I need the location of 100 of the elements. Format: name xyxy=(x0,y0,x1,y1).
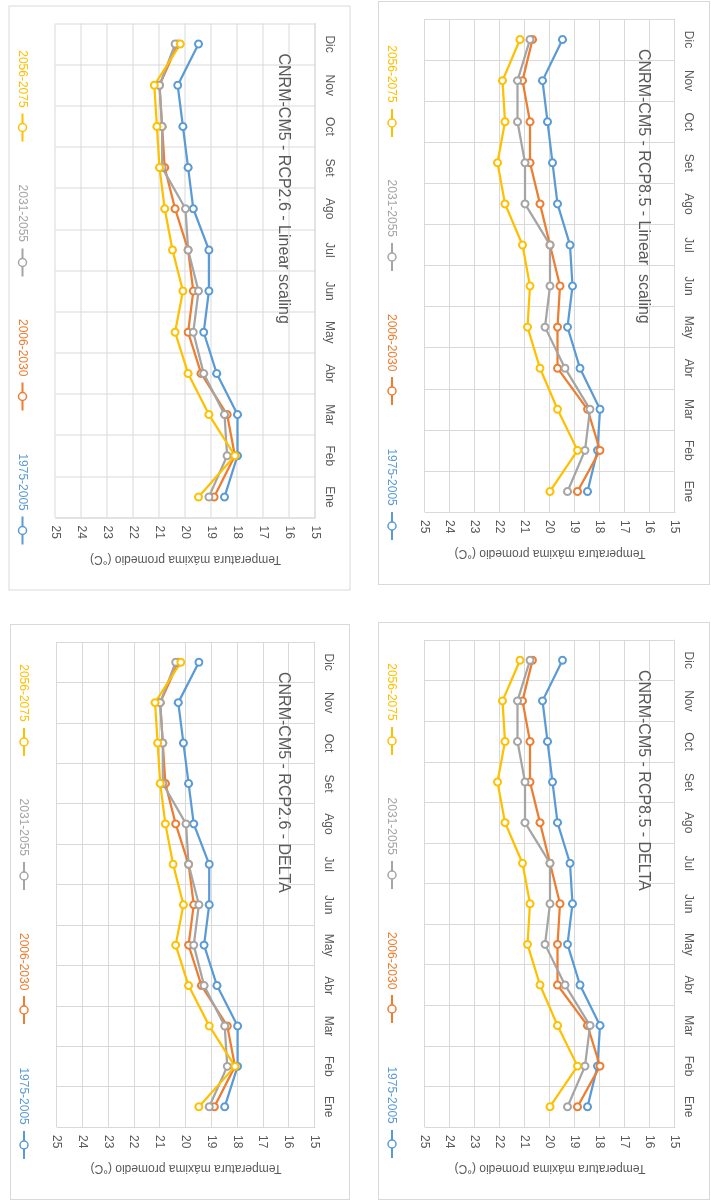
y-tick-label: Abr xyxy=(322,363,336,383)
x-tick-label: 19 xyxy=(568,520,582,534)
text: 2006-2030 xyxy=(385,314,399,372)
x-tick-label: 18 xyxy=(593,1135,607,1149)
x-tick-label: 22 xyxy=(126,525,140,539)
text: 2031-2055 xyxy=(385,797,399,855)
y-tick-label: Nov xyxy=(322,74,336,96)
text: 2006-2030 xyxy=(385,932,399,990)
y-tick-label: Mar xyxy=(322,1015,336,1037)
x-tick-label: 22 xyxy=(493,1135,507,1149)
x-tick-label: 17 xyxy=(618,520,632,534)
y-tick-label: Ene xyxy=(322,485,336,508)
y-tick-label: Oct xyxy=(682,732,696,752)
y-tick-label: Abr xyxy=(322,976,336,995)
x-tick-label: 23 xyxy=(468,520,482,534)
text: 2056-2075 xyxy=(385,663,399,721)
x-tick-label: 16 xyxy=(282,525,296,539)
x-tick-label: 15 xyxy=(668,1135,682,1149)
x-tick-label: 18 xyxy=(593,520,607,534)
x-axis-title: Temperatura máxima promedio (°C) xyxy=(90,1162,282,1176)
y-tick-label: Dic xyxy=(682,651,696,669)
y-tick-label: Jul xyxy=(682,237,696,253)
x-tick-label: 20 xyxy=(543,520,557,534)
y-tick-label: Ago xyxy=(682,811,696,834)
x-tick-label: 24 xyxy=(443,520,457,534)
x-tick-label: 21 xyxy=(518,520,532,534)
x-tick-label: 18 xyxy=(230,525,244,539)
text: CNRM-CM5 - RCP2.6 - DELTA xyxy=(275,672,293,894)
text: 2056-2075 xyxy=(385,45,399,103)
text: 2056-2075 xyxy=(15,49,29,108)
x-tick-label: 16 xyxy=(643,520,657,534)
x-tick-label: 15 xyxy=(308,525,322,539)
y-tick-label: Ago xyxy=(322,197,336,220)
text: 1975-2005 xyxy=(17,1067,31,1125)
y-tick-label: May xyxy=(682,933,696,956)
x-axis-title: Temperatura máxima promedio (°C) xyxy=(454,547,646,561)
text: 1975-2005 xyxy=(15,452,29,511)
y-tick-label: Mar xyxy=(682,398,696,420)
x-tick-label: 20 xyxy=(543,1135,557,1149)
y-tick-label: Feb xyxy=(322,444,336,466)
y-tick-label: Set xyxy=(682,153,696,173)
x-tick-label: 16 xyxy=(643,1135,657,1149)
y-tick-label: May xyxy=(682,315,696,339)
x-tick-label: 23 xyxy=(100,525,114,539)
y-tick-label: May xyxy=(322,933,336,957)
text: 2031-2055 xyxy=(17,798,31,856)
y-tick-label: May xyxy=(322,320,336,344)
x-tick-label: 19 xyxy=(204,525,218,539)
x-tick-label: 21 xyxy=(152,525,166,539)
y-tick-label: Oct xyxy=(322,733,336,754)
x-tick-label: 24 xyxy=(443,1135,457,1149)
y-tick-label: Feb xyxy=(682,440,696,462)
y-tick-label: Dic xyxy=(322,653,336,671)
text: CNRM-CM5 - RCP2.6 - Linear scaling xyxy=(275,53,293,324)
text: 2056-2075 xyxy=(17,664,31,722)
x-tick-label: 18 xyxy=(230,1135,245,1149)
y-tick-label: Jun xyxy=(682,276,696,296)
x-tick-label: 21 xyxy=(153,1135,168,1149)
text: 2031-2055 xyxy=(15,184,29,242)
text: CNRM-CM5 - RCP8.5 - Linear scaling xyxy=(635,49,653,324)
x-tick-label: 22 xyxy=(127,1135,142,1149)
x-tick-label: 19 xyxy=(568,1135,582,1149)
x-tick-label: 22 xyxy=(493,520,507,534)
x-tick-label: 23 xyxy=(101,1135,116,1149)
x-tick-label: 17 xyxy=(618,1135,632,1149)
y-tick-label: Jun xyxy=(322,895,336,915)
x-tick-label: 25 xyxy=(50,1135,64,1149)
y-tick-label: Jul xyxy=(322,241,336,258)
x-tick-label: 25 xyxy=(418,520,432,534)
x-tick-label: 25 xyxy=(48,525,62,539)
y-tick-label: Set xyxy=(682,773,696,792)
text: 2006-2030 xyxy=(15,318,29,376)
x-tick-label: 15 xyxy=(668,520,682,534)
y-tick-label: Ene xyxy=(682,480,696,503)
y-tick-label: Feb xyxy=(682,1055,696,1077)
y-tick-label: Dic xyxy=(682,30,696,49)
text: 2031-2055 xyxy=(385,179,399,237)
x-axis-title: Temperatura máxima promedio (°C) xyxy=(454,1162,646,1176)
x-tick-label: 23 xyxy=(468,1135,482,1149)
y-tick-label: Jul xyxy=(682,855,696,871)
y-tick-label: Set xyxy=(322,158,336,177)
text: 1975-2005 xyxy=(385,1066,399,1124)
x-tick-label: 21 xyxy=(518,1135,532,1149)
y-tick-label: Mar xyxy=(322,403,336,425)
x-tick-label: 25 xyxy=(418,1135,432,1149)
y-tick-label: Ene xyxy=(322,1096,336,1118)
x-tick-label: 17 xyxy=(256,525,270,539)
y-tick-label: Jun xyxy=(682,894,696,914)
x-tick-label: 16 xyxy=(282,1135,297,1149)
x-tick-label: 20 xyxy=(179,1135,193,1149)
text: 1975-2005 xyxy=(385,448,399,506)
y-tick-label: Feb xyxy=(322,1056,336,1078)
y-tick-label: Jul xyxy=(322,856,336,872)
y-tick-label: Nov xyxy=(322,691,336,714)
x-axis-title: Temperatura máxima promedio (°C) xyxy=(89,552,281,566)
x-tick-label: 24 xyxy=(74,525,88,539)
y-tick-label: Abr xyxy=(682,975,696,995)
x-tick-label: 19 xyxy=(204,1135,219,1149)
y-tick-label: Ago xyxy=(322,813,336,835)
y-tick-label: Abr xyxy=(682,358,696,378)
